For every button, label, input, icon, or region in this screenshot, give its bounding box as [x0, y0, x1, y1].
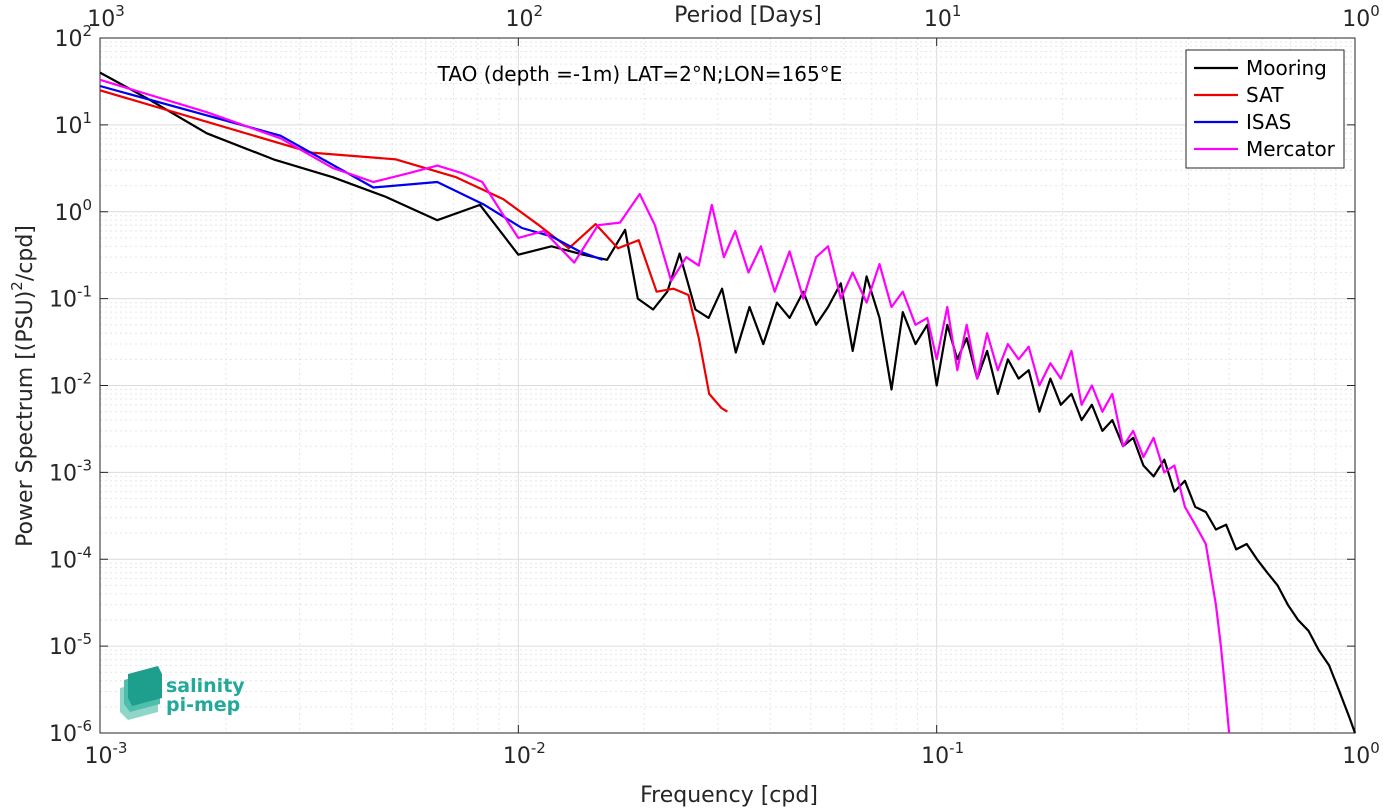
- series-line-sat: [99, 89, 728, 413]
- y-axis-label-tail: /cpd]: [13, 225, 38, 281]
- series-line-isas: [99, 84, 603, 261]
- y-tick-label: 10-5: [49, 630, 92, 660]
- y-tick-label: 101: [54, 109, 92, 139]
- x-tick-label: 10-3: [85, 739, 128, 769]
- y-tick-label: 100: [54, 196, 92, 226]
- legend-box: [1185, 49, 1345, 169]
- series-layer: [99, 71, 1357, 734]
- y-tick-label: 10-2: [49, 370, 92, 400]
- top-tick-label: 103: [87, 2, 125, 32]
- logo-mark-icon: [120, 666, 162, 720]
- logo-text-line2: pi-mep: [166, 694, 240, 716]
- legend-label: SAT: [1246, 83, 1284, 107]
- series-line-mooring: [99, 71, 1357, 734]
- y-tick-label: 10-6: [49, 717, 92, 747]
- chart-title: TAO (depth =-1m) LAT=2°N;LON=165°E: [437, 62, 843, 86]
- legend: Mooring SAT ISAS Mercator: [1185, 49, 1345, 169]
- x-tick-label: 10-1: [921, 739, 964, 769]
- legend-label: ISAS: [1246, 110, 1291, 134]
- top-axis-label: Period [Days]: [674, 3, 822, 28]
- x-tick-label: 10-2: [503, 739, 546, 769]
- y-tick-label: 10-1: [49, 283, 92, 313]
- top-tick-label: 100: [1342, 2, 1380, 32]
- y-axis-label-main: Power Spectrum [(PSU): [13, 291, 38, 547]
- series-line-mercator: [99, 78, 1231, 734]
- salinity-pi-mep-logo: salinity pi-mep: [120, 666, 245, 720]
- top-tick-label: 101: [924, 2, 962, 32]
- y-tick-label: 10-4: [49, 543, 92, 573]
- y-tick-label: 102: [54, 22, 92, 52]
- x-tick-label: 100: [1342, 739, 1380, 769]
- y-axis-label: Power Spectrum [(PSU)2/cpd]: [8, 225, 38, 547]
- legend-label: Mercator: [1246, 137, 1336, 161]
- grid-lines: [99, 38, 1355, 734]
- x-axis-label: Frequency [cpd]: [640, 783, 818, 808]
- y-axis-label-sup: 2: [8, 281, 26, 291]
- logo-text-line1: salinity: [166, 675, 245, 697]
- top-tick-label: 102: [506, 2, 544, 32]
- legend-label: Mooring: [1246, 56, 1327, 80]
- y-tick-label: 10-3: [49, 456, 92, 486]
